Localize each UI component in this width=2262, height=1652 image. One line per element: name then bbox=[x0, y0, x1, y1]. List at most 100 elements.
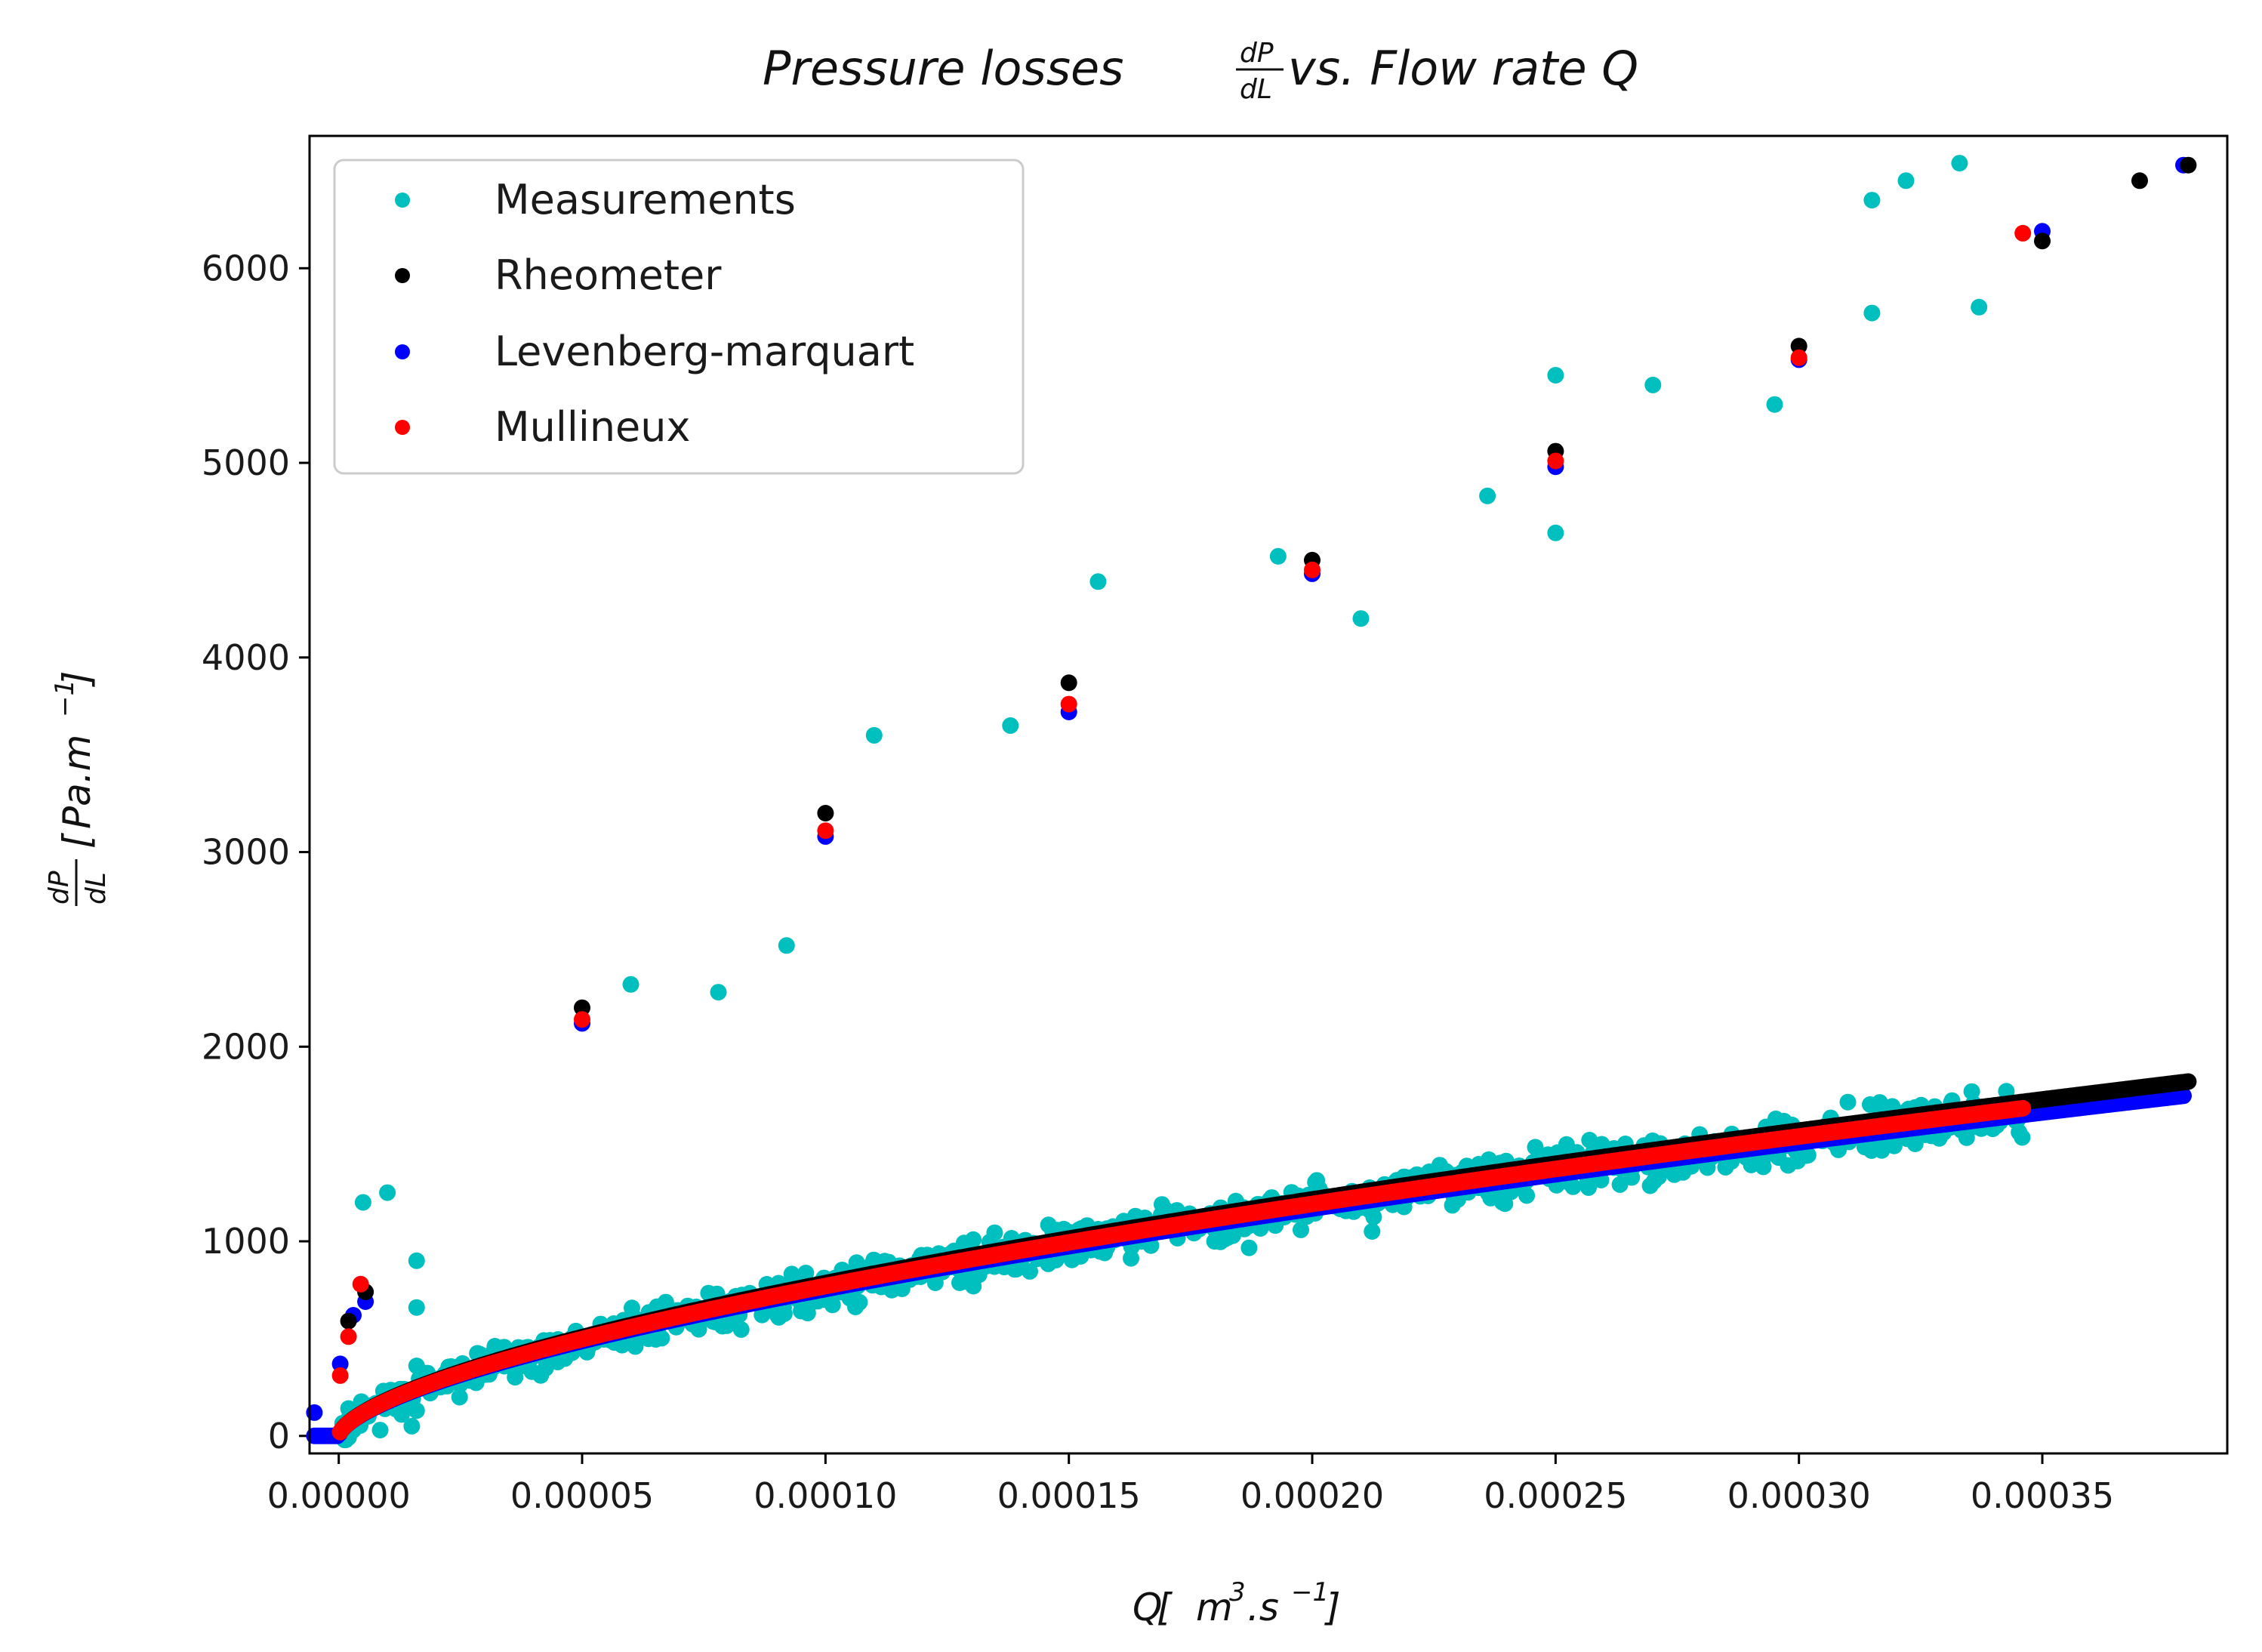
measurement-point bbox=[408, 1299, 425, 1316]
curve-point-mullineux bbox=[1304, 561, 1321, 578]
measurement-point bbox=[1479, 487, 1496, 504]
curve-point-rheometer bbox=[2180, 156, 2197, 174]
xlabel-q: Q bbox=[1133, 1586, 1162, 1629]
measurement-point bbox=[1307, 1173, 1324, 1191]
ylabel-exp: −1 bbox=[50, 680, 80, 717]
measurement-point bbox=[824, 1296, 841, 1314]
measurement-point bbox=[1863, 192, 1881, 209]
ylabel-close: ] bbox=[55, 670, 99, 687]
xlabel-dot-s: .s bbox=[1247, 1586, 1279, 1629]
measurement-point bbox=[1963, 1083, 1980, 1100]
measurement-point bbox=[451, 1388, 468, 1406]
measurement-point bbox=[408, 1358, 425, 1374]
curve-point-mullineux bbox=[2014, 224, 2032, 242]
curve-point-rheometer bbox=[817, 805, 834, 821]
measurement-point bbox=[1644, 376, 1662, 393]
measurement-point bbox=[1352, 610, 1370, 627]
measurement-point bbox=[848, 1254, 865, 1271]
measurement-point bbox=[1971, 298, 1988, 316]
measurement-point bbox=[1444, 1197, 1461, 1214]
curve-point-rheometer bbox=[1060, 674, 1077, 692]
measurement-point bbox=[1212, 1233, 1229, 1250]
legend-marker-levenberg bbox=[395, 344, 410, 359]
curve-point-levenberg-marquart bbox=[331, 1355, 349, 1373]
measurement-point bbox=[1766, 396, 1783, 413]
x-tick-label: 0.00035 bbox=[1971, 1475, 2114, 1516]
xlabel-close: ] bbox=[1324, 1586, 1341, 1629]
measurement-point bbox=[799, 1305, 816, 1322]
curve-point-mullineux bbox=[352, 1275, 369, 1293]
legend-marker-measurements bbox=[395, 193, 410, 208]
measurement-point bbox=[354, 1194, 371, 1211]
y-tick-label: 3000 bbox=[202, 832, 290, 873]
x-tick-label: 0.00005 bbox=[510, 1475, 654, 1516]
measurement-point bbox=[1365, 1208, 1382, 1225]
curve-point-levenberg-marquart bbox=[2175, 1087, 2192, 1105]
measurement-point bbox=[1002, 717, 1019, 734]
curve-point-rheometer bbox=[1790, 337, 1807, 355]
legend-label-mullineux: Mullineux bbox=[495, 403, 690, 451]
measurement-point bbox=[732, 1321, 750, 1338]
curve-point-rheometer bbox=[2131, 172, 2148, 190]
measurement-point bbox=[379, 1184, 396, 1201]
y-tick-label: 4000 bbox=[202, 637, 290, 678]
axis-ticks: 0.00000 0.00005 0.00010 0.00015 0.00020 0.000… bbox=[202, 248, 2114, 1516]
measurement-point bbox=[1650, 1168, 1667, 1185]
title-frac-bottom: dL bbox=[1240, 74, 1272, 105]
x-axis-label: Q [ m 3 .s −1 ] bbox=[1133, 1577, 1341, 1629]
x-tick-label: 0.00020 bbox=[1240, 1475, 1384, 1516]
measurement-point bbox=[532, 1367, 550, 1384]
ylabel-open: [ bbox=[55, 833, 99, 849]
measurement-point bbox=[753, 1306, 771, 1324]
measurement-point bbox=[710, 984, 727, 1001]
measurement-point bbox=[778, 937, 795, 954]
measurement-point bbox=[1666, 1166, 1683, 1183]
ylabel-unit: Pa.m bbox=[55, 735, 99, 829]
measurement-point bbox=[1897, 172, 1915, 190]
xlabel-m-exp: 3 bbox=[1229, 1577, 1246, 1607]
title-suffix: vs. Flow rate Q bbox=[1288, 41, 1638, 96]
measurement-point bbox=[769, 1307, 786, 1324]
measurement-point bbox=[1871, 1094, 1888, 1111]
measurement-point bbox=[1951, 155, 1968, 172]
y-tick-label: 2000 bbox=[202, 1026, 290, 1067]
legend-marker-mullineux bbox=[395, 420, 410, 435]
y-tick-label: 0 bbox=[268, 1416, 290, 1456]
title-frac-top: dP bbox=[1240, 38, 1274, 69]
xlabel-m: m bbox=[1196, 1586, 1233, 1629]
legend-label-measurements: Measurements bbox=[495, 176, 796, 223]
title-prefix: Pressure losses bbox=[763, 41, 1123, 96]
legend: Measurements Rheometer Levenberg-marquar… bbox=[333, 159, 1025, 475]
measurement-point bbox=[1547, 524, 1564, 541]
measurement-point bbox=[1580, 1179, 1597, 1196]
measurement-point bbox=[1799, 1146, 1817, 1163]
y-tick-label: 5000 bbox=[202, 442, 290, 483]
legend-label-rheometer: Rheometer bbox=[495, 251, 722, 299]
curve-point-rheometer bbox=[2180, 1073, 2197, 1090]
measurement-point bbox=[1269, 547, 1287, 565]
measurement-point bbox=[549, 1353, 566, 1370]
curve-point-mullineux bbox=[340, 1328, 357, 1345]
x-tick-label: 0.00025 bbox=[1484, 1475, 1627, 1516]
xlabel-s-exp: −1 bbox=[1291, 1577, 1329, 1607]
measurement-point bbox=[865, 726, 883, 744]
curve-point-mullineux bbox=[1060, 695, 1077, 713]
measurement-point bbox=[965, 1278, 982, 1295]
measurement-point bbox=[1581, 1132, 1598, 1148]
plot-frame bbox=[308, 134, 2229, 1455]
y-tick-label: 6000 bbox=[202, 248, 290, 288]
x-tick-label: 0.00010 bbox=[753, 1475, 897, 1516]
curve-point-mullineux bbox=[1547, 452, 1564, 470]
xlabel-open: [ bbox=[1157, 1586, 1173, 1629]
measurement-point bbox=[1839, 1093, 1857, 1111]
measurement-point bbox=[1089, 573, 1107, 590]
measurement-point bbox=[1240, 1239, 1258, 1256]
measurement-point bbox=[653, 1330, 670, 1347]
measurement-point bbox=[1863, 304, 1881, 322]
curve-point-mullineux bbox=[1790, 349, 1807, 366]
measurement-point bbox=[1611, 1176, 1629, 1193]
curve-point-mullineux bbox=[2014, 1099, 2032, 1117]
measurement-point bbox=[1863, 1142, 1880, 1159]
legend-marker-rheometer bbox=[395, 268, 410, 283]
